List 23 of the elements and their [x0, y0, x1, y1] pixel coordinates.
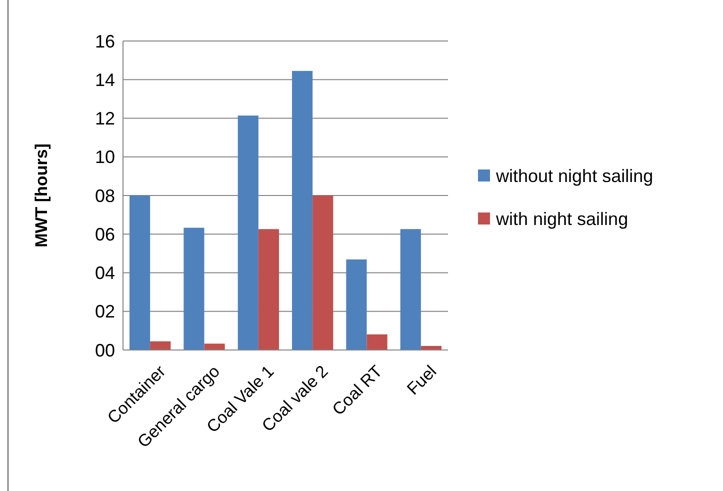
bar — [204, 344, 225, 350]
bar — [150, 341, 171, 350]
y-tick-label: 02 — [94, 302, 115, 322]
bar — [184, 228, 204, 350]
bar — [400, 229, 421, 350]
bar — [366, 334, 388, 350]
bar — [292, 70, 313, 350]
y-tick-label: 06 — [94, 224, 115, 244]
bar — [238, 116, 258, 350]
y-tick-label: 16 — [94, 31, 115, 52]
y-tick-label: 00 — [94, 340, 115, 360]
bar — [346, 259, 367, 350]
bar — [312, 196, 334, 350]
y-tick-label: 12 — [94, 108, 115, 129]
y-tick-label: 14 — [94, 70, 115, 90]
y-axis-title: MWT [hours] — [32, 144, 51, 248]
y-tick-label: 10 — [94, 147, 115, 168]
legend-label: with night sailing — [495, 208, 628, 229]
y-tick-label: 08 — [94, 186, 115, 206]
legend-label: without night sailing — [495, 166, 654, 186]
bar — [130, 196, 150, 350]
bar — [258, 229, 279, 350]
y-tick-label: 04 — [94, 263, 115, 284]
